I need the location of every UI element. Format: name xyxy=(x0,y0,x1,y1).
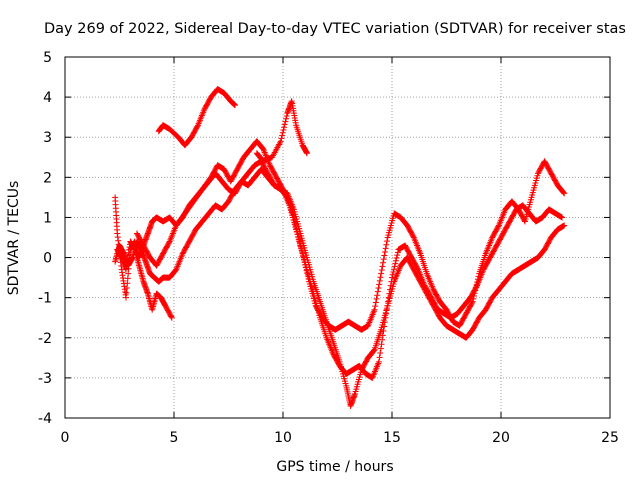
tick-marks xyxy=(64,56,611,419)
data-point xyxy=(376,277,383,284)
x-tick-labels: 0 5 10 15 20 25 xyxy=(61,430,619,446)
y-axis-label: SDTVAR / TECUs xyxy=(6,181,22,296)
data-point xyxy=(377,350,384,357)
data-point xyxy=(379,263,386,270)
data-point xyxy=(281,124,288,131)
data-point xyxy=(561,222,568,229)
data-point xyxy=(194,123,201,130)
data-point xyxy=(295,234,302,241)
data-point xyxy=(283,115,290,122)
data-point xyxy=(282,118,289,125)
data-point xyxy=(495,223,502,230)
data-point xyxy=(281,121,288,128)
x-tick-label: 10 xyxy=(274,430,292,446)
series-arc-4 xyxy=(112,166,566,381)
data-point xyxy=(394,252,401,259)
plot-frame xyxy=(64,56,611,419)
data-point xyxy=(410,233,417,240)
series-markers xyxy=(112,86,568,409)
data-point xyxy=(382,248,389,255)
x-tick-label: 25 xyxy=(601,430,619,446)
data-point xyxy=(521,217,528,224)
series-arc-5 xyxy=(114,238,175,321)
data-point xyxy=(374,292,381,299)
data-point xyxy=(378,341,385,348)
x-tick-label: 0 xyxy=(61,430,70,446)
data-point xyxy=(394,249,401,256)
y-tick-label: 5 xyxy=(43,50,52,66)
data-point xyxy=(383,241,390,248)
data-point xyxy=(391,263,398,270)
series-arc-1 xyxy=(155,86,239,149)
data-point xyxy=(168,314,175,321)
y-tick-label: 3 xyxy=(43,130,52,146)
y-tick-labels: -4 -3 -2 -1 0 1 2 3 4 5 xyxy=(38,50,52,427)
data-point xyxy=(373,295,380,302)
data-point xyxy=(375,285,382,292)
y-tick-label: 0 xyxy=(43,251,52,267)
data-point xyxy=(294,231,301,238)
y-tick-label: 4 xyxy=(43,90,52,106)
x-tick-label: 5 xyxy=(170,430,179,446)
data-point xyxy=(303,150,310,157)
data-point xyxy=(283,112,290,119)
data-point xyxy=(473,283,480,290)
data-point xyxy=(165,239,172,246)
data-point xyxy=(469,299,476,306)
y-tick-label: 1 xyxy=(43,210,52,226)
data-point xyxy=(371,306,378,313)
chart-title: Day 269 of 2022, Sidereal Day-to-day VTE… xyxy=(44,21,626,37)
data-point xyxy=(392,260,399,267)
data-point xyxy=(232,102,239,109)
data-point xyxy=(376,281,383,288)
data-point xyxy=(380,259,387,266)
x-tick-label: 15 xyxy=(383,430,401,446)
data-point xyxy=(381,252,388,259)
data-point xyxy=(279,129,286,136)
data-point xyxy=(374,288,381,295)
y-tick-label: -3 xyxy=(38,371,52,387)
y-tick-label: -4 xyxy=(38,411,52,427)
series-arc-2 xyxy=(253,98,310,165)
series-arc-6 xyxy=(133,158,568,409)
data-point xyxy=(279,132,286,139)
data-point xyxy=(392,257,399,264)
y-tick-label: -2 xyxy=(38,331,52,347)
data-point xyxy=(383,238,390,245)
y-tick-label: -1 xyxy=(38,291,52,307)
data-point xyxy=(377,274,384,281)
x-axis-label: GPS time / hours xyxy=(276,459,393,475)
data-point xyxy=(378,270,385,277)
data-point xyxy=(393,254,400,261)
data-point xyxy=(561,190,568,197)
data-point xyxy=(370,347,377,354)
data-point xyxy=(168,313,175,320)
data-point xyxy=(278,135,285,142)
data-point xyxy=(378,266,385,273)
data-point xyxy=(382,245,389,252)
x-tick-label: 20 xyxy=(492,430,510,446)
data-point xyxy=(380,256,387,263)
data-point xyxy=(559,214,566,221)
data-point xyxy=(375,358,382,365)
data-point xyxy=(390,266,397,273)
data-point xyxy=(560,189,567,196)
data-point xyxy=(376,354,383,361)
data-point xyxy=(277,138,284,145)
data-point xyxy=(377,345,384,352)
data-point xyxy=(372,303,379,310)
data-point xyxy=(372,299,379,306)
data-point xyxy=(280,127,287,134)
data-point xyxy=(469,298,476,305)
y-tick-label: 2 xyxy=(43,170,52,186)
